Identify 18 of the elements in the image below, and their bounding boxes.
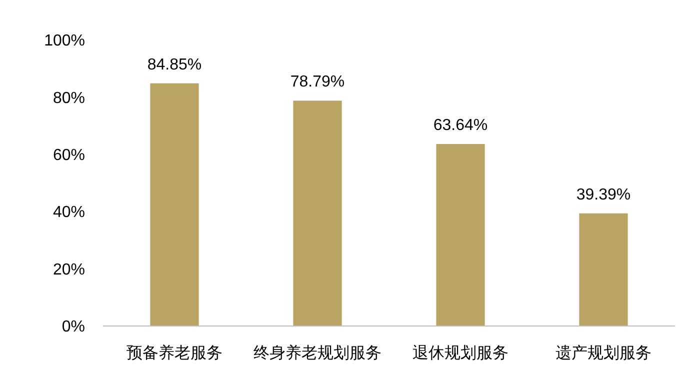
- y-tick-label: 100%: [44, 32, 85, 50]
- bar: [150, 83, 199, 326]
- bar: [579, 213, 628, 326]
- y-tick-label: 20%: [52, 261, 85, 278]
- data-label: 63.64%: [433, 116, 488, 134]
- bar: [436, 144, 485, 326]
- y-tick-label: 40%: [52, 204, 85, 222]
- y-tick-label: 0%: [62, 318, 85, 336]
- data-label: 78.79%: [290, 74, 345, 91]
- bar: [293, 100, 342, 326]
- y-tick-label: 60%: [52, 147, 85, 164]
- data-label: 39.39%: [576, 186, 631, 204]
- x-tick-label: 遗产规划服务: [556, 344, 652, 362]
- x-tick-label: 预备养老服务: [126, 344, 222, 362]
- x-tick-label: 终身养老规划服务: [254, 344, 382, 362]
- x-tick-label: 退休规划服务: [412, 344, 508, 362]
- data-label: 84.85%: [147, 56, 202, 74]
- y-tick-label: 80%: [52, 90, 85, 107]
